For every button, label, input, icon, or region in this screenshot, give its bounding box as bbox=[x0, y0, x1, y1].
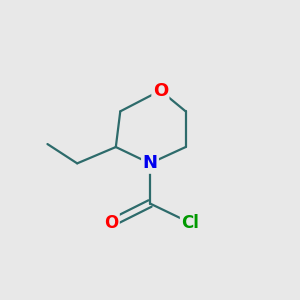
Text: N: N bbox=[142, 154, 158, 172]
Text: Cl: Cl bbox=[181, 214, 199, 232]
Text: O: O bbox=[153, 82, 168, 100]
Text: O: O bbox=[104, 214, 118, 232]
